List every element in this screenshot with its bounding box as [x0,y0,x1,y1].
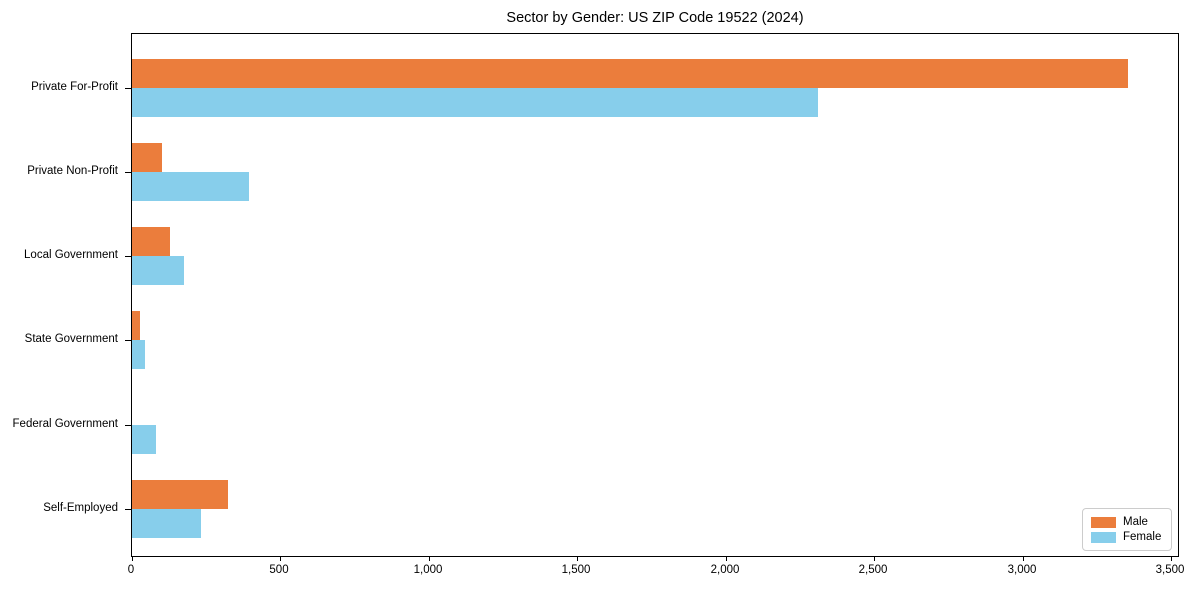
x-axis-label-2500: 2,500 [858,564,888,576]
female-color-swatch [1091,532,1116,543]
bar-female-private-non-profit [132,172,249,202]
y-axis-label-state-government: State Government [24,333,118,345]
bar-female-local-government [132,256,184,286]
bar-male-state-government [132,311,140,341]
bar-male-private-non-profit [132,143,162,173]
x-axis-label-3500: 3,500 [1155,564,1185,576]
y-axis-label-self-employed: Self-Employed [43,502,118,514]
x-axis-label-1000: 1,000 [413,564,443,576]
x-axis-label-0: 0 [127,564,135,576]
bar-male-local-government [132,227,170,257]
y-axis-label-private-for-profit: Private For-Profit [31,81,118,93]
legend-label-female: Female [1123,531,1162,543]
bar-male-private-for-profit [132,59,1128,88]
bar-female-self-employed [132,508,201,538]
y-axis-label-federal-government: Federal Government [12,418,118,430]
legend-entry-female: Female [1091,531,1163,544]
legend-entry-male: Male [1091,516,1163,529]
y-axis-label-private-non-profit: Private Non-Profit [27,165,118,177]
y-tick-self-employed [125,509,131,510]
x-tick-1000 [429,556,430,561]
x-tick-3000 [1023,556,1024,561]
chart-title: Sector by Gender: US ZIP Code 19522 (202… [506,10,804,26]
x-axis-label-1500: 1,500 [561,564,591,576]
bar-female-private-for-profit [132,88,818,117]
y-tick-state-government [125,340,131,341]
x-tick-1500 [577,556,578,561]
x-tick-0 [132,556,133,561]
x-tick-500 [280,556,281,561]
legend-label-male: Male [1123,516,1148,528]
y-axis-label-local-government: Local Government [24,249,118,261]
x-axis-label-3000: 3,000 [1007,564,1037,576]
x-tick-2500 [874,556,875,561]
y-tick-private-non-profit [125,172,131,173]
x-axis-label-500: 500 [269,564,289,576]
legend: Male Female [1082,508,1172,551]
bar-male-self-employed [132,479,228,509]
y-tick-private-for-profit [125,88,131,89]
y-tick-local-government [125,256,131,257]
x-axis-label-2000: 2,000 [710,564,740,576]
bar-female-state-government [132,340,145,370]
bar-female-federal-government [132,424,156,454]
x-tick-3500 [1171,556,1172,561]
y-tick-federal-government [125,425,131,426]
x-tick-2000 [726,556,727,561]
plot-area [125,33,1179,561]
male-color-swatch [1091,517,1116,528]
